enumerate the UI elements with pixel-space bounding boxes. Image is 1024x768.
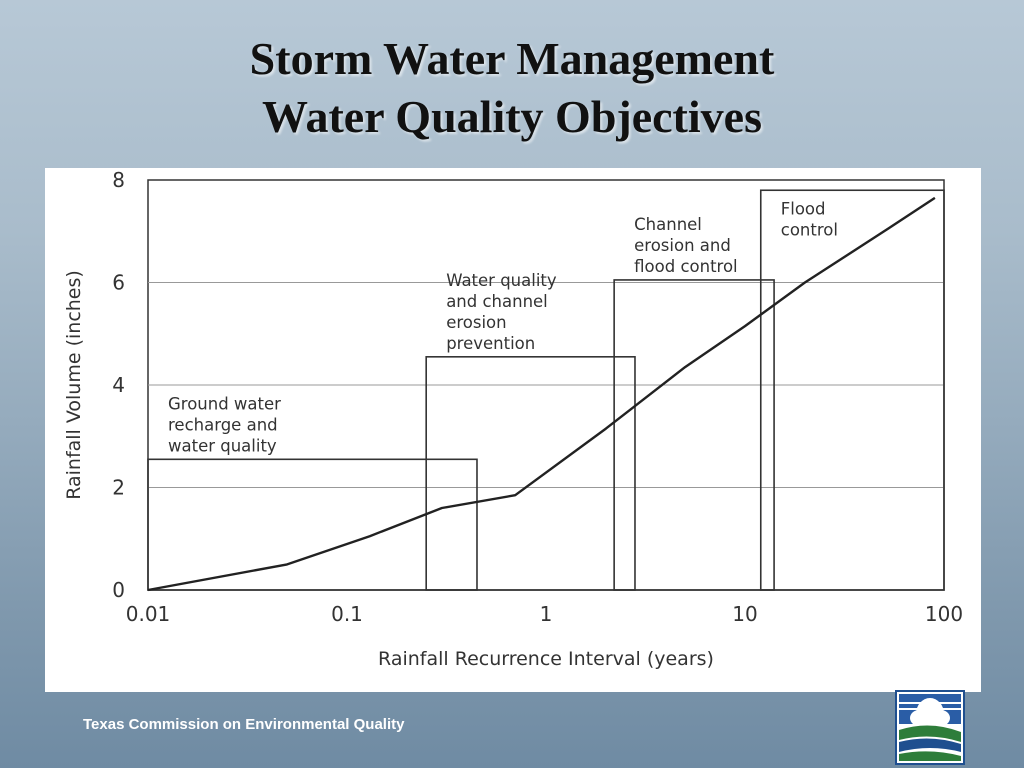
x-tick-label: 1 — [540, 602, 553, 626]
grid-layer — [148, 282, 944, 488]
region-label: erosion and — [634, 236, 731, 255]
chart-panel: Ground water recharge and water quality Wat… — [45, 168, 981, 692]
x-tick-labels: 0.01 0.1 1 10 100 — [126, 602, 963, 626]
objective-region — [147, 458, 478, 591]
region-label: erosion — [446, 313, 506, 332]
series-line — [147, 196, 936, 592]
region-label: Ground water — [168, 394, 281, 413]
region-label: recharge and — [168, 415, 278, 434]
region-label: flood control — [634, 257, 738, 276]
objective-region — [425, 356, 636, 591]
y-tick-label: 8 — [112, 168, 125, 192]
region-label: and channel — [446, 292, 548, 311]
line-layer — [147, 196, 936, 592]
footer-text: Texas Commission on Environmental Qualit… — [83, 716, 405, 733]
title-line-1: Storm Water Management — [249, 33, 775, 84]
objective-region — [613, 279, 775, 591]
region-label: Flood — [781, 199, 826, 218]
region-label: Water quality — [446, 271, 557, 290]
tceq-logo-icon — [895, 690, 965, 765]
x-axis-label: Rainfall Recurrence Interval (years) — [378, 648, 714, 670]
y-tick-label: 6 — [112, 271, 125, 295]
title-line-2: Water Quality Objectives — [262, 91, 762, 142]
rainfall-chart: Ground water recharge and water quality Wat… — [63, 168, 963, 670]
region-label: control — [781, 220, 838, 239]
y-tick-labels: 0 2 4 6 8 — [112, 168, 125, 602]
x-tick-label: 0.01 — [126, 602, 171, 626]
y-tick-label: 4 — [112, 373, 125, 397]
region-label: Channel — [634, 215, 702, 234]
region-label: water quality — [168, 436, 277, 455]
y-tick-label: 2 — [112, 476, 125, 500]
x-tick-label: 100 — [925, 602, 963, 626]
y-axis-label: Rainfall Volume (inches) — [63, 270, 85, 500]
y-tick-label: 0 — [112, 578, 125, 602]
x-tick-label: 10 — [732, 602, 757, 626]
x-tick-label: 0.1 — [331, 602, 363, 626]
objective-region — [759, 189, 945, 591]
region-layer: Ground water recharge and water quality Wat… — [147, 189, 945, 591]
region-label: prevention — [446, 334, 535, 353]
slide-title: Storm Water Management Water Quality Obj… — [0, 30, 1024, 146]
